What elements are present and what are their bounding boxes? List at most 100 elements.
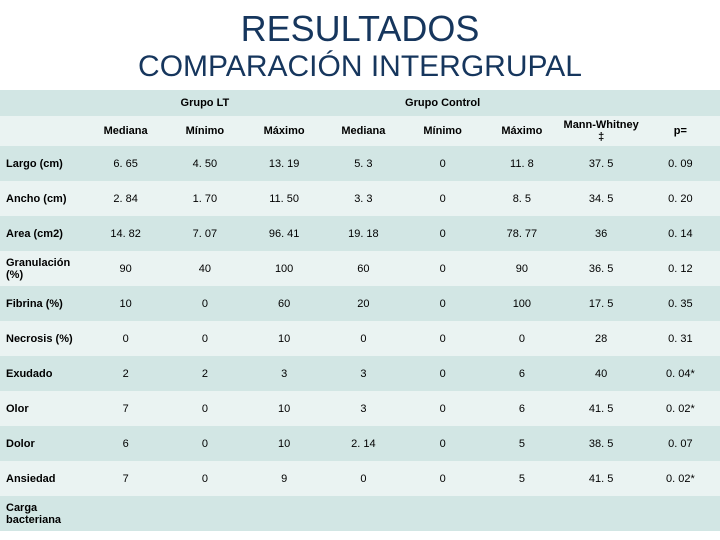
cell: 0. 09 [641, 146, 720, 181]
row-label: Ancho (cm) [0, 181, 86, 216]
cell: 100 [482, 286, 561, 321]
cell: 10 [245, 426, 324, 461]
cell: 11. 8 [482, 146, 561, 181]
ctrl-minimo: Mínimo [403, 116, 482, 146]
cell: 10 [245, 321, 324, 356]
cell: 40 [165, 251, 244, 286]
cell [482, 496, 561, 531]
cell: 0. 12 [641, 251, 720, 286]
cell: 20 [324, 286, 403, 321]
cell [245, 496, 324, 531]
cell: 7 [86, 391, 165, 426]
table-row: Area (cm2)14. 827. 0796. 4119. 18078. 77… [0, 216, 720, 251]
cell: 0 [403, 181, 482, 216]
cell: 0. 04* [641, 356, 720, 391]
cell: 100 [245, 251, 324, 286]
cell: 0 [165, 321, 244, 356]
cell: 0 [165, 426, 244, 461]
group-header-row: Grupo LT Grupo Control [0, 90, 720, 116]
cell: 8. 5 [482, 181, 561, 216]
mw-header: Mann-Whitney ‡ [562, 116, 641, 146]
row-label: Olor [0, 391, 86, 426]
ctrl-maximo: Máximo [482, 116, 561, 146]
cell: 96. 41 [245, 216, 324, 251]
ctrl-mediana: Mediana [324, 116, 403, 146]
table-row: Carga bacteriana [0, 496, 720, 531]
cell: 13. 19 [245, 146, 324, 181]
table-row: Dolor60102. 140538. 50. 07 [0, 426, 720, 461]
cell: 60 [245, 286, 324, 321]
row-label: Carga bacteriana [0, 496, 86, 531]
table-body: Largo (cm)6. 654. 5013. 195. 3011. 837. … [0, 146, 720, 531]
cell: 0 [403, 216, 482, 251]
cell: 0 [165, 391, 244, 426]
cell: 0 [165, 286, 244, 321]
group-control-header: Grupo Control [324, 90, 562, 116]
cell: 5. 3 [324, 146, 403, 181]
cell: 1. 70 [165, 181, 244, 216]
row-label: Granulación (%) [0, 251, 86, 286]
cell: 40 [562, 356, 641, 391]
cell: 0 [165, 461, 244, 496]
lt-maximo: Máximo [245, 116, 324, 146]
table-row: Ancho (cm)2. 841. 7011. 503. 308. 534. 5… [0, 181, 720, 216]
cell: 0 [403, 251, 482, 286]
cell: 17. 5 [562, 286, 641, 321]
cell: 37. 5 [562, 146, 641, 181]
cell: 0. 31 [641, 321, 720, 356]
cell: 34. 5 [562, 181, 641, 216]
cell: 38. 5 [562, 426, 641, 461]
cell: 0 [324, 321, 403, 356]
cell: 90 [482, 251, 561, 286]
row-label: Largo (cm) [0, 146, 86, 181]
cell: 3 [324, 356, 403, 391]
cell [562, 496, 641, 531]
row-label: Ansiedad [0, 461, 86, 496]
cell: 28 [562, 321, 641, 356]
cell: 0 [403, 356, 482, 391]
cell: 0 [482, 321, 561, 356]
cell: 7. 07 [165, 216, 244, 251]
cell: 0. 02* [641, 391, 720, 426]
sub-blank [0, 116, 86, 146]
cell: 2. 14 [324, 426, 403, 461]
cell: 0. 07 [641, 426, 720, 461]
mw-blank [562, 90, 641, 116]
table-row: Granulación (%)90401006009036. 50. 12 [0, 251, 720, 286]
cell [86, 496, 165, 531]
cell [324, 496, 403, 531]
cell: 41. 5 [562, 391, 641, 426]
cell [165, 496, 244, 531]
cell: 41. 5 [562, 461, 641, 496]
cell: 6. 65 [86, 146, 165, 181]
table-row: Fibrina (%)1006020010017. 50. 35 [0, 286, 720, 321]
cell: 10 [245, 391, 324, 426]
cell: 2 [86, 356, 165, 391]
table-row: Olor701030641. 50. 02* [0, 391, 720, 426]
lt-minimo: Mínimo [165, 116, 244, 146]
results-table: Grupo LT Grupo Control Mediana Mínimo Má… [0, 90, 720, 531]
row-label: Fibrina (%) [0, 286, 86, 321]
cell: 0. 20 [641, 181, 720, 216]
cell: 2 [165, 356, 244, 391]
cell: 5 [482, 461, 561, 496]
cell [403, 496, 482, 531]
cell [641, 496, 720, 531]
p-header: p= [641, 116, 720, 146]
row-label: Area (cm2) [0, 216, 86, 251]
table-row: Necrosis (%)0010000280. 31 [0, 321, 720, 356]
p-blank [641, 90, 720, 116]
cell: 6 [86, 426, 165, 461]
cell: 2. 84 [86, 181, 165, 216]
cell: 0 [403, 286, 482, 321]
cell: 0 [403, 391, 482, 426]
cell: 36 [562, 216, 641, 251]
row-label: Exudado [0, 356, 86, 391]
cell: 78. 77 [482, 216, 561, 251]
cell: 4. 50 [165, 146, 244, 181]
cell: 14. 82 [86, 216, 165, 251]
cell: 90 [86, 251, 165, 286]
table-row: Largo (cm)6. 654. 5013. 195. 3011. 837. … [0, 146, 720, 181]
cell: 11. 50 [245, 181, 324, 216]
table-row: Ansiedad70900541. 50. 02* [0, 461, 720, 496]
